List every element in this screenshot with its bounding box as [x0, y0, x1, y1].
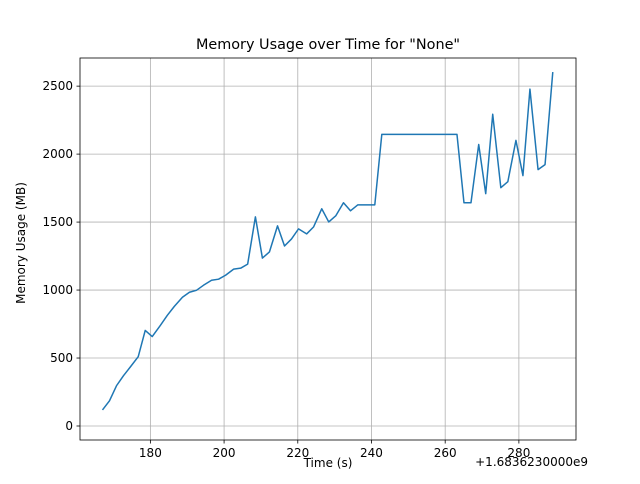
x-tick-label: 220 — [286, 446, 309, 460]
x-tick-label: 200 — [213, 446, 236, 460]
y-tick-label: 1500 — [42, 215, 73, 229]
y-tick-label: 2500 — [42, 79, 73, 93]
y-tick-label: 500 — [50, 351, 73, 365]
y-tick-label: 2000 — [42, 147, 73, 161]
y-tick-label: 1000 — [42, 283, 73, 297]
y-axis-label: Memory Usage (MB) — [14, 182, 28, 304]
x-offset-text: +1.6836230000e9 — [475, 455, 588, 469]
x-tick-label: 240 — [360, 446, 383, 460]
data-line — [101, 71, 554, 411]
x-tick-label: 180 — [139, 446, 162, 460]
plot-frame — [79, 57, 577, 441]
y-tick-label: 0 — [65, 419, 73, 433]
x-tick-label: 260 — [434, 446, 457, 460]
chart-title: Memory Usage over Time for "None" — [196, 37, 460, 53]
x-axis-label: Time (s) — [303, 456, 353, 470]
x-tick-label: 280 — [507, 446, 530, 460]
